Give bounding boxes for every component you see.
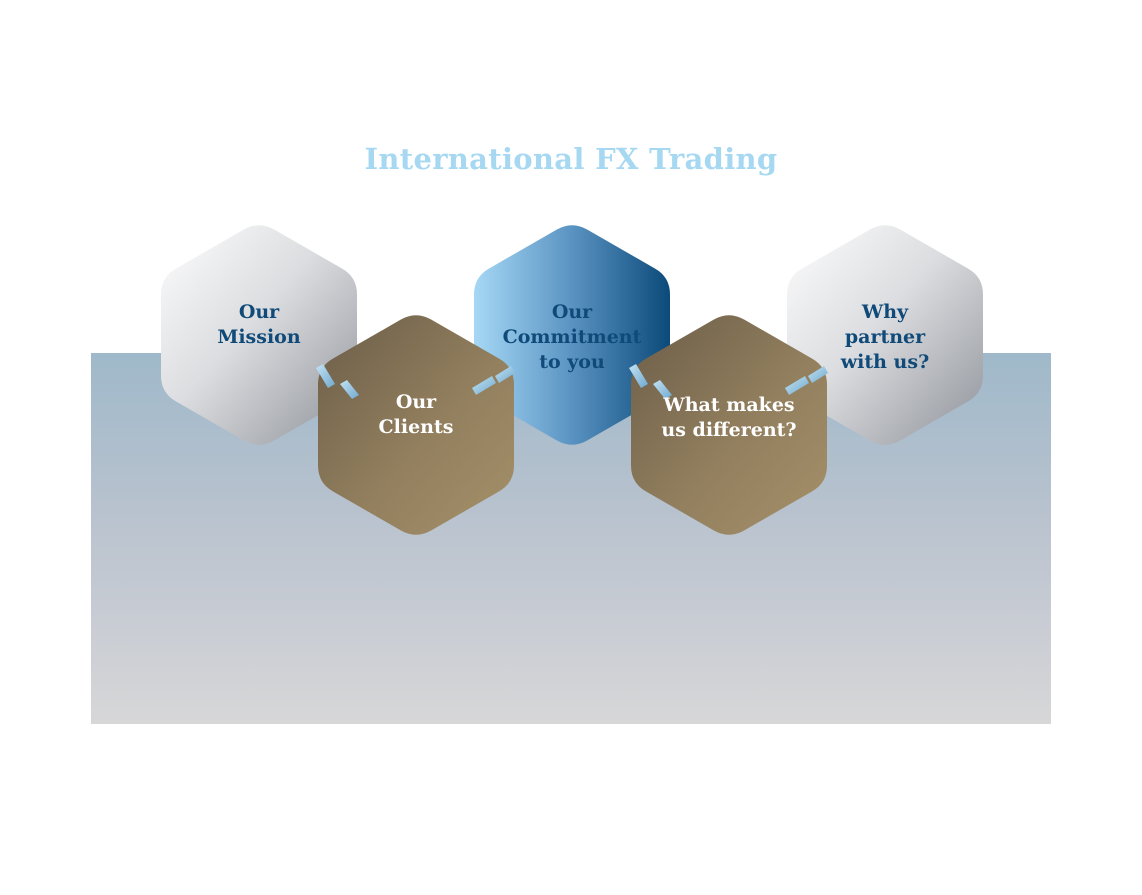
connector-clients-commitment	[472, 366, 515, 395]
connector-different-partner	[785, 366, 828, 395]
page-title: International FX Trading	[364, 142, 778, 176]
hexagon-our-clients	[318, 315, 514, 535]
hexagon-label-our-commitment: Our Commitment to you	[502, 301, 642, 373]
hexagon-label-our-mission: Our Mission	[217, 301, 301, 348]
hexagon-why-partner	[787, 225, 983, 445]
hexagon-our-commitment	[474, 225, 670, 445]
hexagon-label-why-partner: Why partner with us?	[840, 301, 930, 373]
hexagon-label-our-clients: Our Clients	[378, 391, 454, 438]
connector-mission-clients	[316, 364, 359, 399]
connector-commitment-different	[629, 364, 672, 399]
hexagon-our-mission	[161, 225, 357, 445]
hexagon-label-what-makes-us-different: What makes us different?	[661, 394, 797, 441]
hexagon-what-makes-us-different	[631, 315, 827, 535]
